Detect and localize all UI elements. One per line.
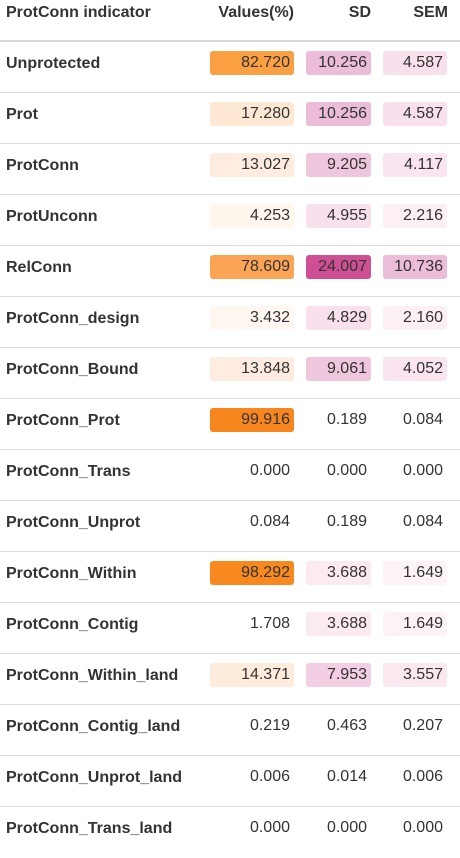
table-row: ProtConn 13.027 9.205 4.117 [0, 144, 460, 195]
table-row: RelConn 78.609 24.007 10.736 [0, 246, 460, 297]
indicator-name: ProtConn_Unprot_land [6, 769, 182, 786]
value-cell: 0.000 [210, 459, 294, 483]
indicator-name: RelConn [6, 259, 72, 276]
value-cell: 3.432 [210, 306, 294, 330]
header-indicator[interactable]: ProtConn indicator [6, 4, 151, 21]
indicator-name: ProtConn_design [6, 310, 140, 327]
sd-cell: 3.688 [306, 612, 371, 636]
value-cell: 1.708 [210, 612, 294, 636]
sd-cell: 4.955 [306, 204, 371, 228]
table-row: ProtConn_Within_land 14.371 7.953 3.557 [0, 654, 460, 705]
table-row: ProtConn_Trans 0.000 0.000 0.000 [0, 450, 460, 501]
value-cell: 0.084 [210, 510, 294, 534]
indicator-name: ProtConn_Contig [6, 616, 139, 633]
sem-cell: 1.649 [383, 561, 447, 585]
header-sem[interactable]: SEM [413, 4, 448, 21]
sd-cell: 10.256 [306, 102, 371, 126]
sem-cell: 4.052 [383, 357, 447, 381]
sem-cell: 0.207 [383, 714, 447, 738]
table-row: ProtConn_design 3.432 4.829 2.160 [0, 297, 460, 348]
sem-cell: 2.160 [383, 306, 447, 330]
table-row: ProtConn_Prot 99.916 0.189 0.084 [0, 399, 460, 450]
table-row: ProtUnconn 4.253 4.955 2.216 [0, 195, 460, 246]
indicator-name: ProtConn_Within [6, 565, 137, 582]
table-row: Unprotected 82.720 10.256 4.587 [0, 42, 460, 93]
value-cell: 78.609 [210, 255, 294, 279]
header-sd[interactable]: SD [348, 4, 371, 21]
sd-cell: 0.000 [306, 459, 371, 483]
table-header: ProtConn indicator Values(%) SD SEM [0, 0, 460, 42]
indicator-name: ProtConn_Within_land [6, 667, 179, 684]
sem-cell: 10.736 [383, 255, 447, 279]
sd-cell: 0.463 [306, 714, 371, 738]
sem-cell: 2.216 [383, 204, 447, 228]
sd-cell: 9.061 [306, 357, 371, 381]
value-cell: 0.000 [210, 816, 294, 840]
sem-cell: 1.649 [383, 612, 447, 636]
sem-cell: 3.557 [383, 663, 447, 687]
value-cell: 0.006 [210, 765, 294, 789]
sem-cell: 0.084 [383, 510, 447, 534]
value-cell: 99.916 [210, 408, 294, 432]
table-row: ProtConn_Contig 1.708 3.688 1.649 [0, 603, 460, 654]
sem-cell: 0.000 [383, 459, 447, 483]
table-body: Unprotected 82.720 10.256 4.587 Prot 17.280 10… [0, 42, 460, 858]
value-cell: 13.027 [210, 153, 294, 177]
value-cell: 98.292 [210, 561, 294, 585]
value-cell: 0.219 [210, 714, 294, 738]
sd-cell: 7.953 [306, 663, 371, 687]
sem-cell: 0.084 [383, 408, 447, 432]
indicator-name: ProtConn_Contig_land [6, 718, 181, 735]
indicator-name: ProtUnconn [6, 208, 98, 225]
table-row: ProtConn_Within 98.292 3.688 1.649 [0, 552, 460, 603]
sd-cell: 4.829 [306, 306, 371, 330]
sem-cell: 4.117 [383, 153, 447, 177]
sd-cell: 24.007 [306, 255, 371, 279]
sem-cell: 4.587 [383, 51, 447, 75]
table-row: ProtConn_Unprot 0.084 0.189 0.084 [0, 501, 460, 552]
sd-cell: 10.256 [306, 51, 371, 75]
value-cell: 14.371 [210, 663, 294, 687]
indicator-name: ProtConn_Prot [6, 412, 120, 429]
header-values[interactable]: Values(%) [218, 4, 294, 21]
table-row: Prot 17.280 10.256 4.587 [0, 93, 460, 144]
sd-cell: 3.688 [306, 561, 371, 585]
value-cell: 17.280 [210, 102, 294, 126]
sem-cell: 4.587 [383, 102, 447, 126]
table-row: ProtConn_Unprot_land 0.006 0.014 0.006 [0, 756, 460, 807]
indicator-name: Prot [6, 106, 38, 123]
sem-cell: 0.000 [383, 816, 447, 840]
value-cell: 13.848 [210, 357, 294, 381]
indicator-name: ProtConn_Trans_land [6, 820, 173, 837]
sd-cell: 0.014 [306, 765, 371, 789]
sd-cell: 0.189 [306, 510, 371, 534]
value-cell: 82.720 [210, 51, 294, 75]
table-row: ProtConn_Bound 13.848 9.061 4.052 [0, 348, 460, 399]
indicator-name: Unprotected [6, 55, 101, 72]
sd-cell: 9.205 [306, 153, 371, 177]
sd-cell: 0.000 [306, 816, 371, 840]
sem-cell: 0.006 [383, 765, 447, 789]
table-row: ProtConn_Trans_land 0.000 0.000 0.000 [0, 807, 460, 858]
value-cell: 4.253 [210, 204, 294, 228]
indicator-name: ProtConn [6, 157, 79, 174]
table-row: ProtConn_Contig_land 0.219 0.463 0.207 [0, 705, 460, 756]
indicator-name: ProtConn_Trans [6, 463, 131, 480]
indicator-name: ProtConn_Bound [6, 361, 139, 378]
indicator-name: ProtConn_Unprot [6, 514, 141, 531]
sd-cell: 0.189 [306, 408, 371, 432]
